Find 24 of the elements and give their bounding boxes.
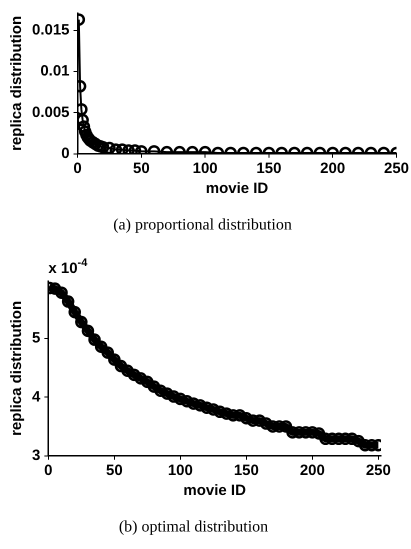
x-tick-label: 200 [320, 160, 346, 177]
y-tick-label: 0.015 [32, 21, 70, 38]
x-tick-label: 50 [132, 160, 150, 177]
y-tick-label: 3 [32, 446, 40, 464]
x-tick-label: 150 [256, 160, 282, 177]
y-tick-label: 5 [32, 330, 40, 347]
x-axis-title: movie ID [206, 180, 268, 197]
y-axis-title: replica distribution [8, 16, 26, 151]
x-tick-label: 250 [384, 160, 409, 177]
text: (a) proportional distribution [113, 216, 292, 234]
x-tick-label: 200 [300, 462, 325, 479]
x-axis-title: movie ID [183, 482, 246, 499]
x-tick-label: 150 [234, 462, 259, 479]
y-axis-title: replica distribution [8, 300, 26, 436]
x-tick-label: 250 [366, 462, 391, 479]
y-tick-label: 0.01 [40, 62, 70, 80]
y-tick-label: 0.005 [32, 104, 70, 121]
x-tick-label: 100 [168, 462, 193, 479]
y-tick-label: 0 [61, 144, 70, 162]
text: (b) optimal distribution [118, 518, 268, 536]
x-tick-label: 50 [106, 462, 123, 479]
y-tick-label: 4 [32, 388, 41, 406]
x-tick-label: 0 [73, 160, 82, 177]
x-tick-label: 100 [192, 160, 218, 177]
